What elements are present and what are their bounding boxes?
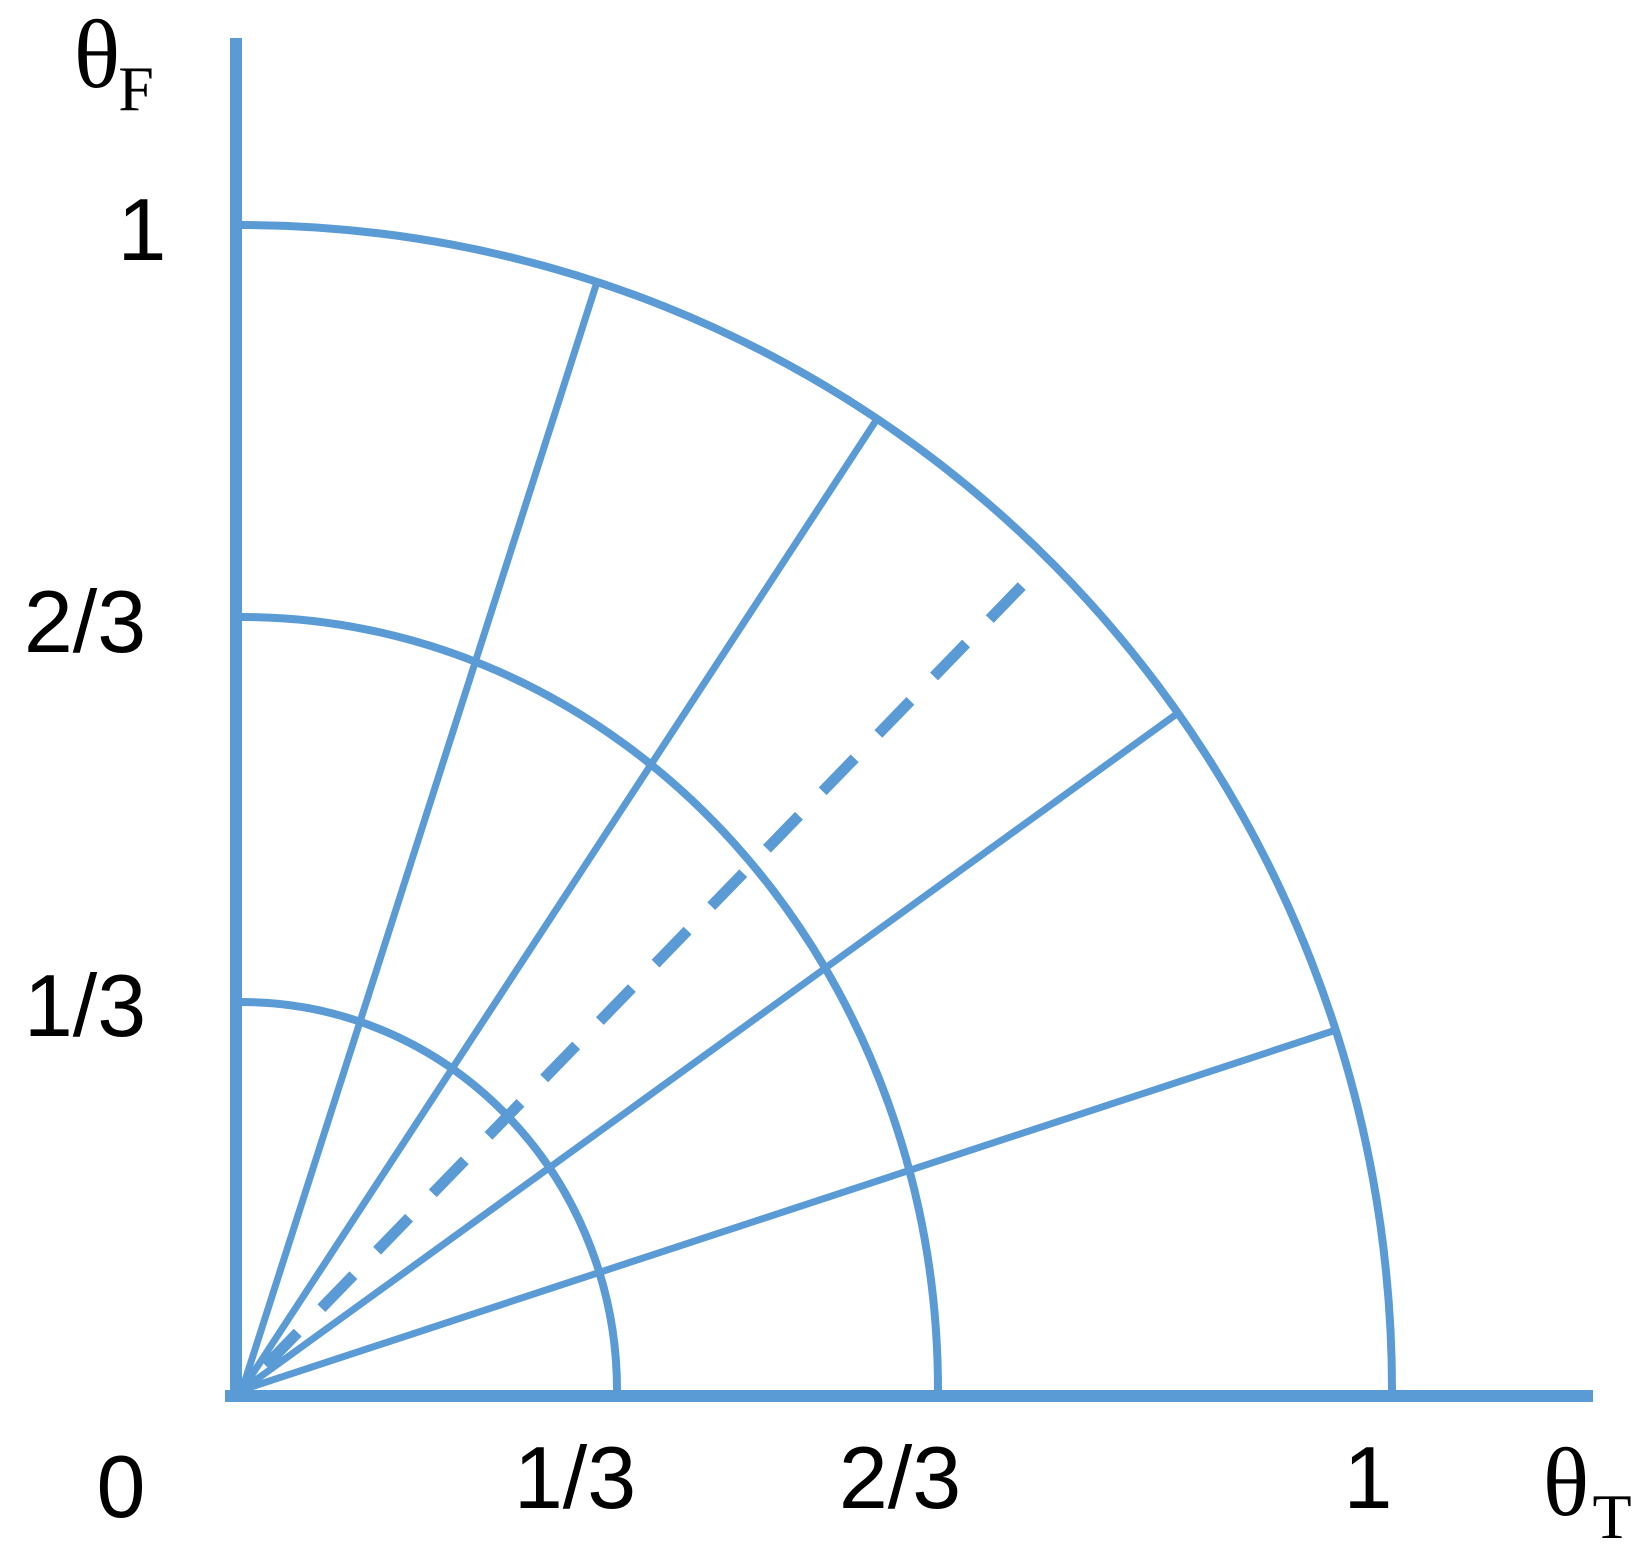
y-axis-title-theta: θ bbox=[74, 1, 120, 108]
grid-lines-layer bbox=[225, 38, 1593, 1402]
radial-line-36deg bbox=[239, 710, 1181, 1393]
x-axis-title-theta: θ bbox=[1543, 1429, 1589, 1536]
origin-label: 0 bbox=[97, 1437, 146, 1536]
x-tick-label-2-3: 2/3 bbox=[839, 1428, 961, 1527]
y-tick-label-2-3: 2/3 bbox=[24, 572, 146, 671]
arc-1 bbox=[241, 221, 1396, 1391]
x-tick-label-1-3: 1/3 bbox=[514, 1428, 636, 1527]
x-axis-title-subscript: T bbox=[1592, 1481, 1631, 1552]
y-tick-label-1-3: 1/3 bbox=[24, 956, 146, 1055]
radial-line-54deg bbox=[239, 417, 880, 1392]
y-axis-title-subscript: F bbox=[118, 53, 154, 124]
radial-line-18deg bbox=[240, 1026, 1338, 1394]
y-tick-label-1: 1 bbox=[118, 180, 167, 279]
arc-2-3 bbox=[241, 613, 942, 1391]
x-tick-label-1: 1 bbox=[1344, 1428, 1393, 1527]
radial-line-72deg bbox=[238, 280, 601, 1392]
